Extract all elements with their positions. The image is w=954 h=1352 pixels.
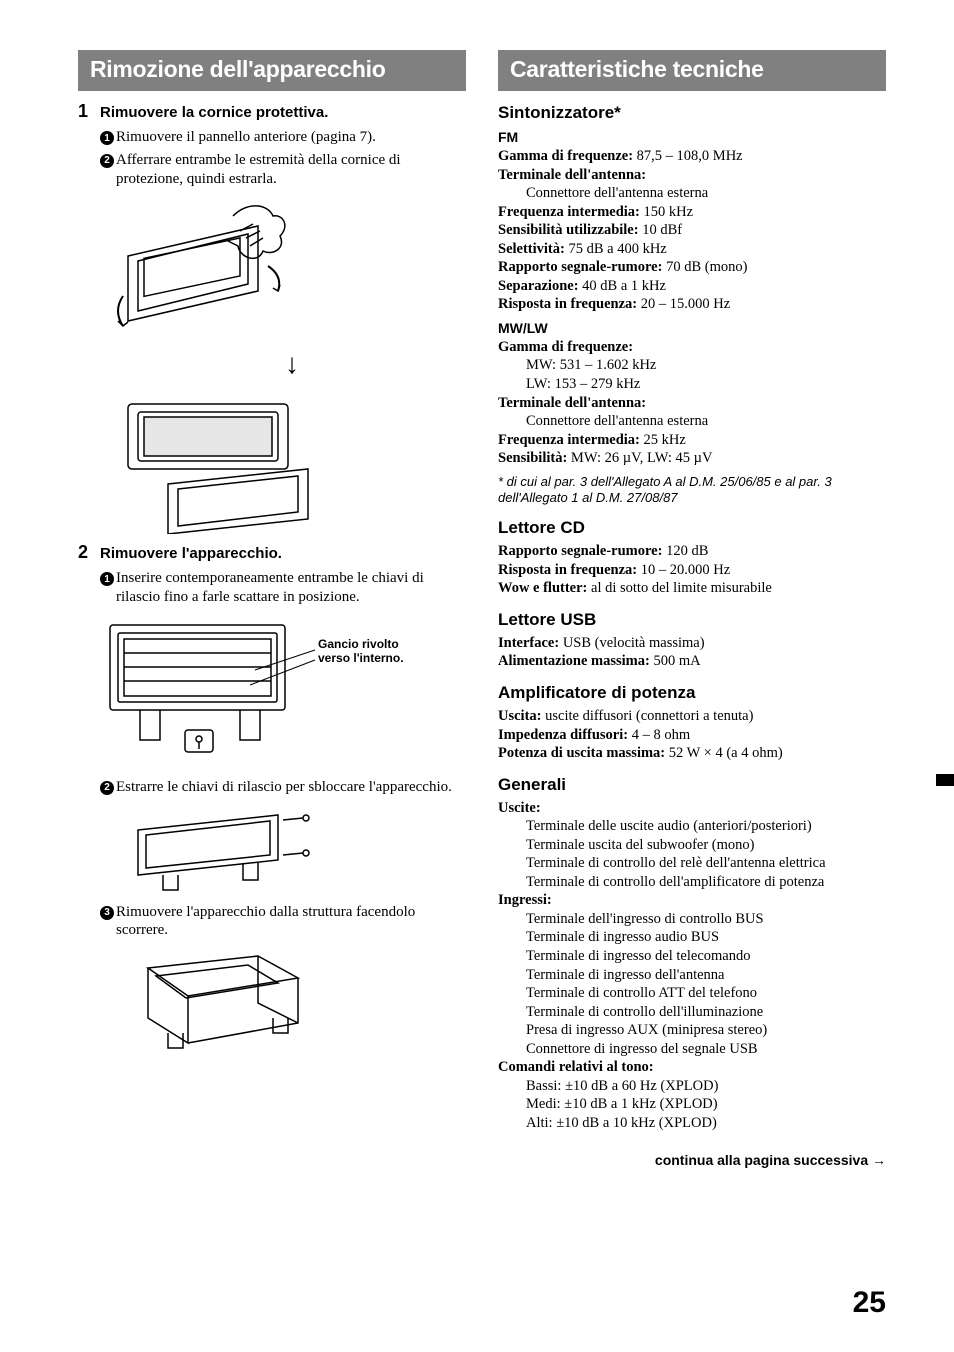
circled-num-icon: 2: [100, 154, 114, 168]
substep-text: Inserire contemporaneamente entrambe le …: [116, 569, 466, 607]
tuner-footnote: * di cui al par. 3 dell'Allegato A al D.…: [498, 474, 886, 507]
step-num: 1: [78, 101, 100, 122]
page-edge-tab: [936, 774, 954, 786]
general-heading: Generali: [498, 775, 886, 795]
step-title: Rimuovere la cornice protettiva.: [100, 104, 328, 121]
cd-specs: Rapporto segnale-rumore: 120 dB Risposta…: [498, 542, 886, 598]
substep: 3 Rimuovere l'apparecchio dalla struttur…: [100, 903, 466, 941]
mwlw-specs: Gamma di frequenze: MW: 531 – 1.602 kHz …: [498, 338, 886, 468]
substep-text: Rimuovere l'apparecchio dalla struttura …: [116, 903, 466, 941]
figure-slide-out: [128, 948, 466, 1058]
substep-text: Afferrare entrambe le estremità della co…: [116, 151, 466, 189]
left-column: Rimozione dell'apparecchio 1 Rimuovere l…: [78, 50, 466, 1168]
amp-specs: Uscita: uscite diffusori (connettori a t…: [498, 707, 886, 763]
step-2: 2 Rimuovere l'apparecchio.: [78, 542, 466, 563]
tuner-heading: Sintonizzatore*: [498, 103, 886, 123]
figure-pull-keys: [128, 805, 466, 895]
figure-remove-bezel: [108, 196, 466, 341]
right-banner: Caratteristiche tecniche: [498, 50, 886, 91]
left-banner: Rimozione dell'apparecchio: [78, 50, 466, 91]
down-arrow-icon: ↓: [118, 349, 466, 381]
usb-heading: Lettore USB: [498, 610, 886, 630]
figure-bezel-off: [108, 389, 466, 534]
substep-text: Rimuovere il pannello anteriore (pagina …: [116, 128, 376, 147]
circled-num-icon: 2: [100, 781, 114, 795]
usb-specs: Interface: USB (velocità massima) Alimen…: [498, 634, 886, 671]
right-column: Caratteristiche tecniche Sintonizzatore*…: [498, 50, 886, 1168]
callout-text: Gancio rivolto verso l'interno.: [318, 637, 428, 666]
figure-insert-keys: Gancio rivolto verso l'interno.: [100, 615, 466, 770]
fm-specs: Gamma di frequenze: 87,5 – 108,0 MHz Ter…: [498, 147, 886, 314]
substep: 2 Estrarre le chiavi di rilascio per sbl…: [100, 778, 466, 797]
substep: 1 Rimuovere il pannello anteriore (pagin…: [100, 128, 466, 147]
continue-text: continua alla pagina successiva →: [498, 1152, 886, 1168]
general-specs: Uscite: Terminale delle uscite audio (an…: [498, 799, 886, 1133]
substep: 1 Inserire contemporaneamente entrambe l…: [100, 569, 466, 607]
circled-num-icon: 1: [100, 131, 114, 145]
substep: 2 Afferrare entrambe le estremità della …: [100, 151, 466, 189]
cd-heading: Lettore CD: [498, 518, 886, 538]
step-1: 1 Rimuovere la cornice protettiva.: [78, 101, 466, 122]
step-num: 2: [78, 542, 100, 563]
amp-heading: Amplificatore di potenza: [498, 683, 886, 703]
circled-num-icon: 1: [100, 572, 114, 586]
circled-num-icon: 3: [100, 906, 114, 920]
step-title: Rimuovere l'apparecchio.: [100, 545, 282, 562]
substep-text: Estrarre le chiavi di rilascio per sbloc…: [116, 778, 452, 797]
fm-heading: FM: [498, 129, 886, 145]
page-number: 25: [853, 1286, 886, 1320]
mwlw-heading: MW/LW: [498, 320, 886, 336]
